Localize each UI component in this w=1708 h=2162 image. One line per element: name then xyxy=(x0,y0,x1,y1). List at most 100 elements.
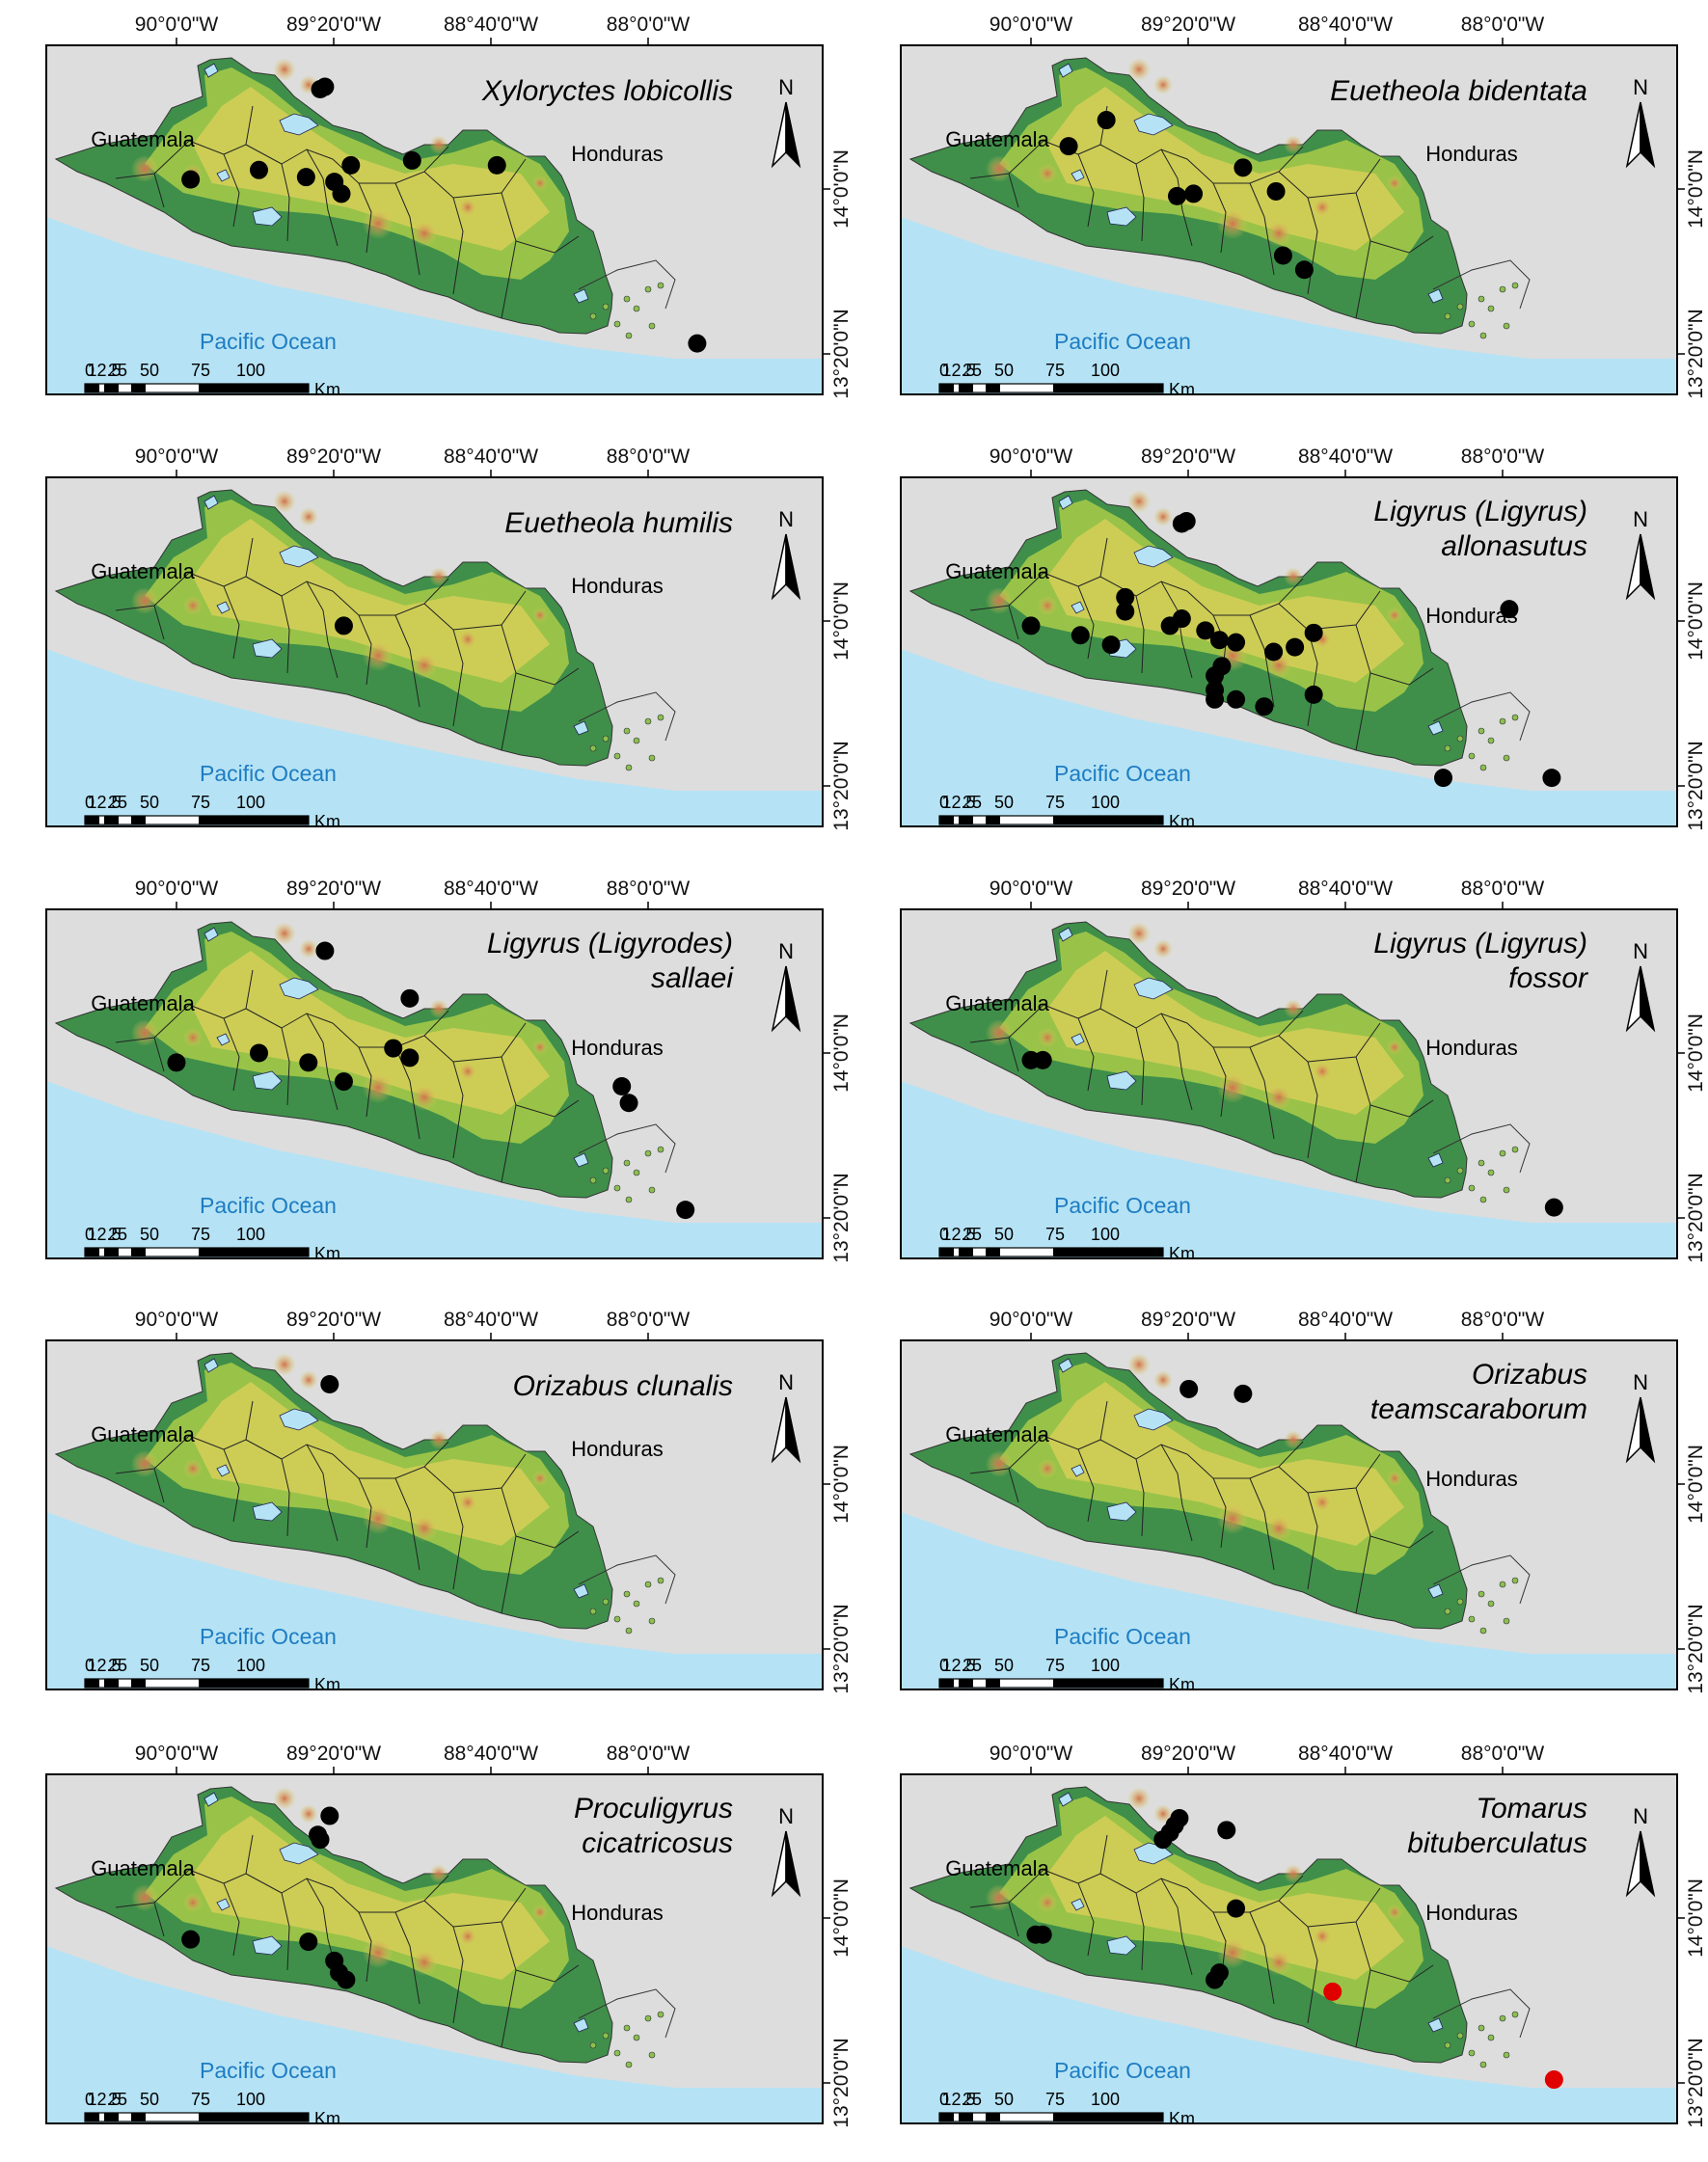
map-svg: 90°0'0"W 89°20'0"W 88°40'0"W 88°0'0"W 14°0'0… xyxy=(45,878,853,1263)
department-border xyxy=(115,173,165,208)
island xyxy=(613,1615,621,1623)
scale-tick-label: 50 xyxy=(140,2090,159,2109)
department-border xyxy=(1278,1466,1318,1590)
peak xyxy=(363,1072,393,1103)
map-area xyxy=(46,1340,823,1689)
lake xyxy=(1058,1358,1073,1373)
department-border xyxy=(115,1037,165,1072)
new-record-point xyxy=(1544,2070,1563,2090)
scale-tick-label: 0 xyxy=(85,1656,95,1675)
island xyxy=(613,752,621,760)
map-svg: 90°0'0"W 89°20'0"W 88°40'0"W 88°0'0"W 14°0'0… xyxy=(900,1743,1707,2128)
map-panel: 90°0'0"W 89°20'0"W 88°40'0"W 88°0'0"W 14°0'0… xyxy=(854,1729,1708,2161)
scale-tick-label: 12.5 xyxy=(941,793,975,812)
record-point xyxy=(619,1094,638,1113)
island xyxy=(1478,2024,1485,2032)
island xyxy=(613,1184,621,1192)
scale-unit: Km xyxy=(1169,380,1195,399)
department-border xyxy=(359,1875,449,1913)
peak xyxy=(986,155,1013,182)
lat-label: 13°20'0"N xyxy=(1685,1604,1707,1693)
record-point xyxy=(1116,602,1135,621)
country-label-honduras: Honduras xyxy=(571,1437,663,1461)
department-border xyxy=(1278,171,1318,295)
department-border xyxy=(188,1004,240,1092)
lake xyxy=(216,169,230,182)
map-frame xyxy=(900,1339,1678,1690)
peak xyxy=(131,155,158,182)
peak xyxy=(986,1884,1013,1911)
island xyxy=(1468,320,1476,328)
scale-tick-label: 12.5 xyxy=(87,1225,121,1244)
department-border xyxy=(1249,1046,1275,1140)
island xyxy=(1499,717,1506,725)
scale-tick-label: 75 xyxy=(1045,2090,1065,2109)
department-border xyxy=(153,1869,190,1904)
lake xyxy=(203,927,219,942)
lon-label: 88°0'0"W xyxy=(607,446,691,468)
map-panel: 90°0'0"W 89°20'0"W 88°40'0"W 88°0'0"W 14°0'0… xyxy=(0,432,854,864)
island xyxy=(644,285,652,293)
peak xyxy=(429,1430,448,1449)
map-area xyxy=(901,1340,1677,1689)
peak xyxy=(532,1040,548,1055)
scale-bar: 012.525 50 75 100 Km xyxy=(938,793,1195,831)
country-label-honduras: Honduras xyxy=(1425,142,1517,166)
lon-label: 90°0'0"W xyxy=(135,14,219,36)
department-border xyxy=(245,1873,290,1971)
scale-bar: 012.525 50 75 100 Km xyxy=(938,1225,1195,1263)
peak xyxy=(1313,198,1332,217)
department-border xyxy=(153,1435,190,1470)
island xyxy=(1487,1169,1495,1176)
record-point xyxy=(1542,769,1561,788)
record-point xyxy=(1206,689,1225,709)
north-label: N xyxy=(778,1804,794,1828)
map-area xyxy=(901,45,1677,394)
scale-bar: 012.525 50 75 100 Km xyxy=(84,1225,340,1263)
country-label-guatemala: Guatemala xyxy=(91,991,195,1015)
record-point xyxy=(311,1830,330,1850)
lake xyxy=(279,977,319,1000)
lon-label: 89°20'0"W xyxy=(286,14,381,36)
peak xyxy=(1038,1028,1057,1047)
species-title: Proculigyrus xyxy=(574,1793,733,1824)
peak xyxy=(1284,567,1303,586)
scale-tick-label: 0 xyxy=(939,361,949,380)
lat-label: 13°20'0"N xyxy=(830,1604,853,1693)
lake xyxy=(252,206,283,227)
peak xyxy=(429,999,448,1018)
lat-label: 14°0'0"N xyxy=(1685,149,1707,229)
peak xyxy=(131,1884,158,1911)
lake xyxy=(252,1501,283,1522)
department-border xyxy=(1186,1887,1227,1983)
scale-tick-label: 25 xyxy=(108,793,127,812)
department-border xyxy=(1008,1435,1044,1470)
scale-tick-label: 12.5 xyxy=(941,1656,975,1675)
record-point xyxy=(487,155,506,175)
island xyxy=(1444,1176,1451,1184)
species-title: allonasutus xyxy=(1441,530,1587,562)
ocean-label: Pacific Ocean xyxy=(200,329,337,354)
country-label-guatemala: Guatemala xyxy=(91,559,195,583)
record-point xyxy=(1255,697,1274,716)
gulf-coast xyxy=(1432,691,1531,742)
peak xyxy=(1387,608,1402,623)
lon-label: 88°40'0"W xyxy=(444,446,538,468)
lake xyxy=(1071,601,1085,614)
scale-tick-label: 75 xyxy=(1045,793,1065,812)
scale-tick-label: 12.5 xyxy=(87,361,121,380)
department-border xyxy=(515,1530,580,1549)
new-record-point xyxy=(1323,1982,1342,2001)
island xyxy=(657,1577,664,1584)
map-svg: 90°0'0"W 89°20'0"W 88°40'0"W 88°0'0"W 14°0'0… xyxy=(45,446,853,831)
scale-tick-label: 0 xyxy=(939,793,949,812)
lake xyxy=(1071,169,1085,182)
peak xyxy=(1265,220,1292,247)
record-point xyxy=(688,334,707,353)
department-border xyxy=(1278,1900,1318,2024)
peak xyxy=(1284,1430,1303,1449)
peak xyxy=(1153,1370,1173,1390)
scale-tick-label: 25 xyxy=(962,361,982,380)
lat-label: 13°20'0"N xyxy=(1685,1173,1707,1262)
island xyxy=(648,1186,656,1194)
